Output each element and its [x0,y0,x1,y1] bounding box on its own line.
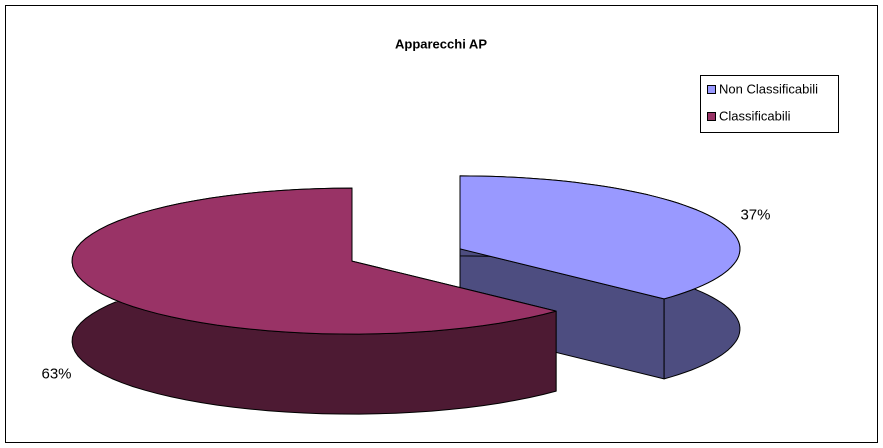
data-label: 63% [42,365,72,382]
data-label: 37% [740,207,770,224]
chart-title: Apparecchi AP [395,36,487,51]
slice [459,175,741,300]
slice [71,187,557,335]
legend-swatch [707,112,716,121]
legend [700,75,839,133]
legend-label: Classificabili [719,108,791,123]
legend-label: Non Classificabili [719,81,818,96]
legend-swatch [707,85,716,94]
